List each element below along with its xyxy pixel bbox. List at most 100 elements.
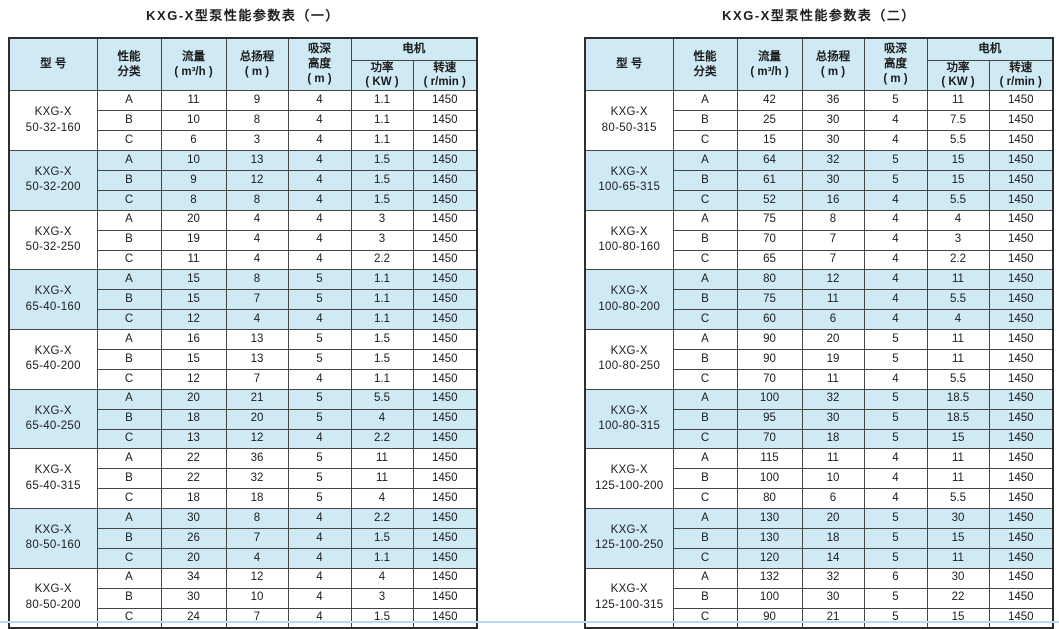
speed-cell: 1450	[988, 90, 1054, 112]
table-1-title: KXG-X型泵性能参数表（一）	[146, 8, 340, 23]
power-cell: 1.5	[350, 527, 414, 549]
speed-cell: 1450	[412, 249, 478, 271]
suction-cell: 4	[863, 448, 928, 470]
speed-cell: 1450	[988, 468, 1054, 490]
suction-cell: 4	[863, 229, 928, 251]
speed-cell: 1450	[412, 547, 478, 569]
flow-cell: 61	[736, 169, 803, 191]
power-cell: 4	[926, 209, 990, 231]
head-cell: 20	[225, 408, 289, 430]
speed-cell: 1450	[412, 309, 478, 331]
power-cell: 18.5	[926, 388, 990, 410]
flow-cell: 26	[160, 527, 227, 549]
suction-cell: 4	[287, 229, 352, 251]
grade-cell: C	[96, 607, 162, 629]
grade-cell: A	[672, 269, 738, 291]
head-cell: 13	[225, 348, 289, 370]
head-cell: 8	[225, 189, 289, 211]
suction-cell: 4	[863, 249, 928, 271]
table-row: KXG-X 65-40-250 A 20 21 5 5.5 1450	[8, 388, 478, 450]
speed-cell: 1450	[412, 169, 478, 191]
model-cell: KXG-X 50-32-250	[8, 209, 98, 271]
power-cell: 4	[926, 309, 990, 331]
suction-cell: 5	[287, 388, 352, 410]
col-header-power: 功率 ( KW )	[350, 59, 414, 92]
grade-cell: A	[96, 150, 162, 171]
model-cell: KXG-X 125-100-250	[584, 508, 674, 569]
suction-cell: 4	[287, 567, 352, 589]
suction-cell: 4	[287, 110, 352, 132]
power-cell: 11	[926, 448, 990, 470]
power-cell: 15	[926, 150, 990, 171]
flow-cell: 15	[160, 348, 227, 370]
flow-cell: 22	[160, 468, 227, 490]
table-1-container: 型 号性能 分类 流量 ( m³/h ) 总扬程 ( m ) 吸深 高度 ( m ) 电…	[8, 37, 478, 629]
speed-cell: 1450	[988, 368, 1054, 390]
head-cell: 4	[225, 309, 289, 331]
power-cell: 1.1	[350, 309, 414, 331]
flow-cell: 132	[736, 567, 803, 589]
grade-cell: C	[96, 309, 162, 331]
grade-cell: C	[96, 488, 162, 510]
head-cell: 10	[225, 587, 289, 609]
model-cell: KXG-X 100-80-250	[584, 329, 674, 390]
speed-cell: 1450	[412, 269, 478, 291]
speed-cell: 1450	[988, 348, 1054, 370]
flow-cell: 90	[736, 348, 803, 370]
power-cell: 1.1	[350, 90, 414, 112]
grade-cell: B	[672, 587, 738, 609]
flow-cell: 75	[736, 209, 803, 231]
speed-cell: 1450	[412, 587, 478, 609]
speed-cell: 1450	[412, 567, 478, 589]
col-header-speed: 转速 ( r/min )	[988, 59, 1054, 92]
col-header-speed: 转速 ( r/min )	[412, 59, 478, 92]
grade-cell: C	[672, 309, 738, 331]
power-cell: 5.5	[926, 130, 990, 152]
speed-cell: 1450	[988, 408, 1054, 430]
head-cell: 12	[225, 567, 289, 589]
speed-cell: 1450	[412, 607, 478, 629]
grade-cell: A	[672, 209, 738, 231]
power-cell: 7.5	[926, 110, 990, 132]
speed-cell: 1450	[412, 448, 478, 470]
col-header-power: 功率 ( KW )	[926, 59, 990, 92]
grade-cell: A	[672, 90, 738, 112]
table-row: KXG-X 65-40-200 A 16 13 5 1.5 1450	[8, 329, 478, 390]
speed-cell: 1450	[412, 110, 478, 132]
head-cell: 30	[801, 110, 865, 132]
head-cell: 8	[801, 209, 865, 231]
col-header-grade: 性能 分类	[672, 37, 738, 92]
suction-cell: 5	[287, 448, 352, 470]
table-row: KXG-X 65-40-315 A 22 36 5 11 1450	[8, 448, 478, 510]
speed-cell: 1450	[412, 408, 478, 430]
col-header-grade: 性能 分类	[96, 37, 162, 92]
suction-cell: 5	[863, 508, 928, 529]
grade-cell: B	[96, 587, 162, 609]
speed-cell: 1450	[412, 508, 478, 529]
flow-cell: 18	[160, 488, 227, 510]
table-row: B 18 20 5 4 1450	[9, 408, 478, 430]
head-cell: 32	[801, 567, 865, 589]
suction-cell: 4	[287, 249, 352, 271]
head-cell: 10	[801, 468, 865, 490]
flow-cell: 22	[160, 448, 227, 470]
speed-cell: 1450	[988, 388, 1054, 410]
flow-cell: 25	[736, 110, 803, 132]
power-cell: 1.5	[350, 329, 414, 350]
head-cell: 32	[801, 150, 865, 171]
power-cell: 5.5	[926, 488, 990, 510]
table-row: C 52 16 4 5.5 1450	[585, 189, 1054, 211]
speed-cell: 1450	[988, 269, 1054, 291]
table-2-container: 型 号性能 分类 流量 ( m³/h ) 总扬程 ( m ) 吸深 高度 ( m ) 电…	[584, 37, 1054, 629]
flow-cell: 9	[160, 169, 227, 191]
grade-cell: C	[672, 607, 738, 629]
suction-cell: 4	[287, 169, 352, 191]
suction-cell: 4	[863, 189, 928, 211]
grade-cell: B	[672, 289, 738, 311]
speed-cell: 1450	[412, 150, 478, 171]
power-cell: 30	[926, 508, 990, 529]
head-cell: 36	[801, 90, 865, 112]
grade-cell: B	[96, 408, 162, 430]
speed-cell: 1450	[988, 547, 1054, 569]
grade-cell: A	[96, 448, 162, 470]
